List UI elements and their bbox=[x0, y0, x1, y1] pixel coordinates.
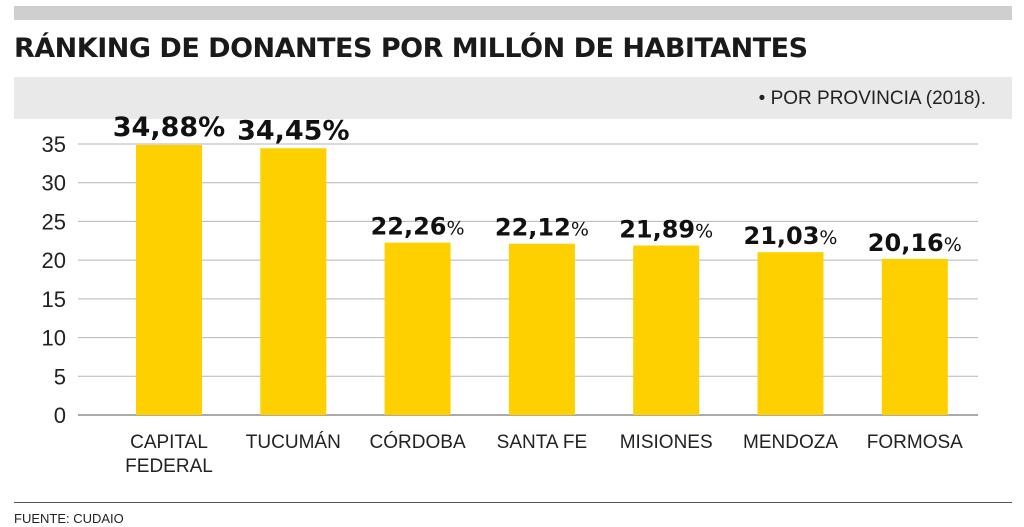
value-label: 21,03% bbox=[744, 222, 838, 250]
value-number: 22,12 bbox=[495, 214, 571, 242]
value-label: 22,12% bbox=[495, 214, 589, 242]
value-number: 22,26 bbox=[371, 213, 447, 241]
top-decorative-bar bbox=[14, 6, 1012, 20]
value-number: 20,16 bbox=[868, 229, 944, 257]
category-label: MISIONES bbox=[620, 432, 713, 453]
category-label: SANTA FE bbox=[497, 432, 587, 453]
source-note: FUENTE: CUDAIO bbox=[14, 511, 124, 526]
y-tick-label: 0 bbox=[54, 403, 66, 428]
value-label: 34,45% bbox=[237, 115, 349, 146]
bar bbox=[508, 243, 575, 415]
value-label: 21,89% bbox=[619, 216, 713, 244]
value-percent-sign: % bbox=[944, 234, 962, 256]
bar bbox=[260, 148, 327, 415]
value-number: 34,88 bbox=[113, 112, 198, 143]
y-tick-label: 10 bbox=[42, 326, 66, 351]
category-label: TUCUMÁN bbox=[246, 432, 341, 453]
value-percent-sign: % bbox=[695, 221, 713, 243]
value-number: 21,03 bbox=[744, 222, 820, 250]
header-band bbox=[14, 77, 1012, 119]
category-label: FEDERAL bbox=[125, 456, 213, 477]
footer-rule bbox=[14, 502, 1012, 503]
y-tick-label: 20 bbox=[42, 248, 66, 273]
category-label: FORMOSA bbox=[867, 432, 963, 453]
y-tick-label: 35 bbox=[42, 132, 66, 157]
y-axis-ticks: 0 5 10 15 20 25 30 35 bbox=[42, 132, 66, 428]
value-number: 34,45 bbox=[237, 115, 322, 146]
bar bbox=[136, 144, 202, 415]
y-tick-label: 25 bbox=[42, 209, 66, 234]
chart-title: RÁNKING DE DONANTES POR MILLÓN DE HABITA… bbox=[14, 33, 808, 64]
value-percent-sign: % bbox=[819, 227, 837, 249]
value-label: 22,26% bbox=[371, 213, 465, 241]
value-percent-sign: % bbox=[571, 219, 589, 241]
y-tick-label: 5 bbox=[54, 364, 66, 389]
value-number: 21,89 bbox=[619, 216, 695, 244]
bar bbox=[633, 245, 700, 415]
category-labels: CAPITAL FEDERAL TUCUMÁN CÓRDOBA SANTA FE MISI… bbox=[125, 431, 963, 477]
bar bbox=[384, 242, 451, 415]
category-label: MENDOZA bbox=[743, 432, 838, 453]
value-percent-sign: % bbox=[447, 218, 465, 240]
value-labels: 34,88% 34,45%22,26% 22,12% 21,89% 21,03% 20,1… bbox=[113, 112, 962, 257]
category-label: CÓRDOBA bbox=[370, 431, 466, 453]
bar bbox=[881, 258, 948, 415]
chart-subtitle: • POR PROVINCIA (2018). bbox=[758, 88, 986, 109]
value-percent-sign: % bbox=[198, 112, 225, 143]
category-label: CAPITAL bbox=[130, 432, 208, 453]
value-percent-sign: % bbox=[322, 115, 349, 146]
value-label: 34,88% bbox=[113, 112, 225, 143]
y-tick-label: 30 bbox=[42, 171, 66, 196]
value-label: 20,16% bbox=[868, 229, 962, 257]
y-tick-label: 15 bbox=[42, 287, 66, 312]
bar bbox=[757, 252, 824, 415]
bars bbox=[136, 144, 948, 415]
